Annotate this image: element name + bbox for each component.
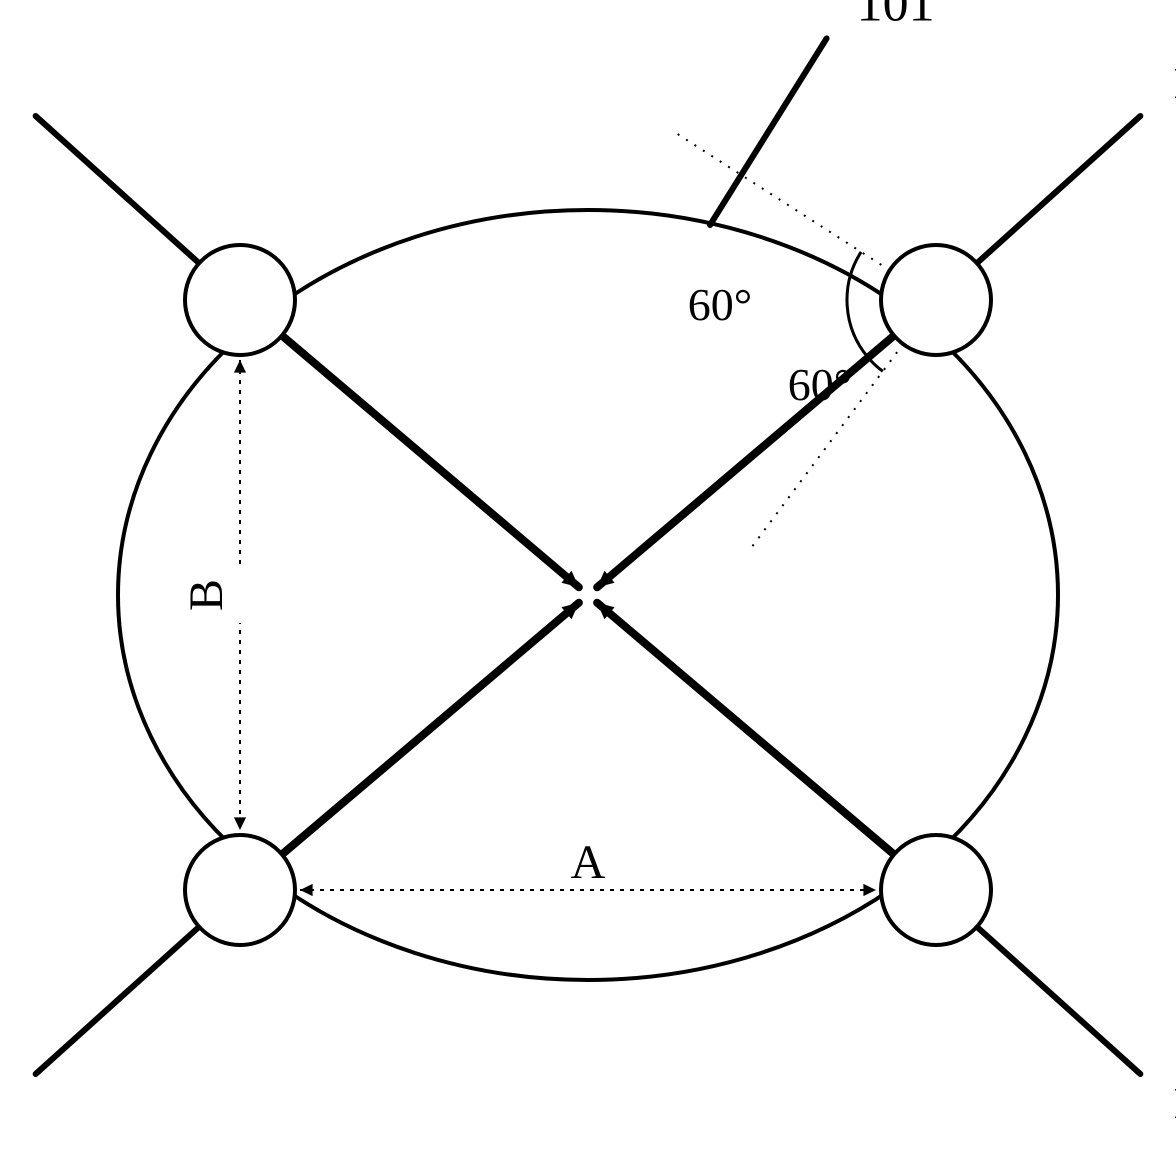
leader-label-4: 102: [1170, 1073, 1176, 1130]
angle-label-1: 60°: [688, 279, 752, 330]
angle-label-2: 60°: [788, 359, 852, 410]
leader-label-2: 102: [1170, 53, 1176, 110]
diagram-root: 60°60°101102102102102AB: [0, 0, 1176, 1163]
node-tl: [185, 245, 295, 355]
node-tr: [881, 245, 991, 355]
node-bl: [185, 835, 295, 945]
dim-B-label: B: [180, 579, 233, 611]
dim-A-label: A: [571, 836, 606, 889]
leader-label-0: 101: [857, 0, 935, 32]
node-br: [881, 835, 991, 945]
